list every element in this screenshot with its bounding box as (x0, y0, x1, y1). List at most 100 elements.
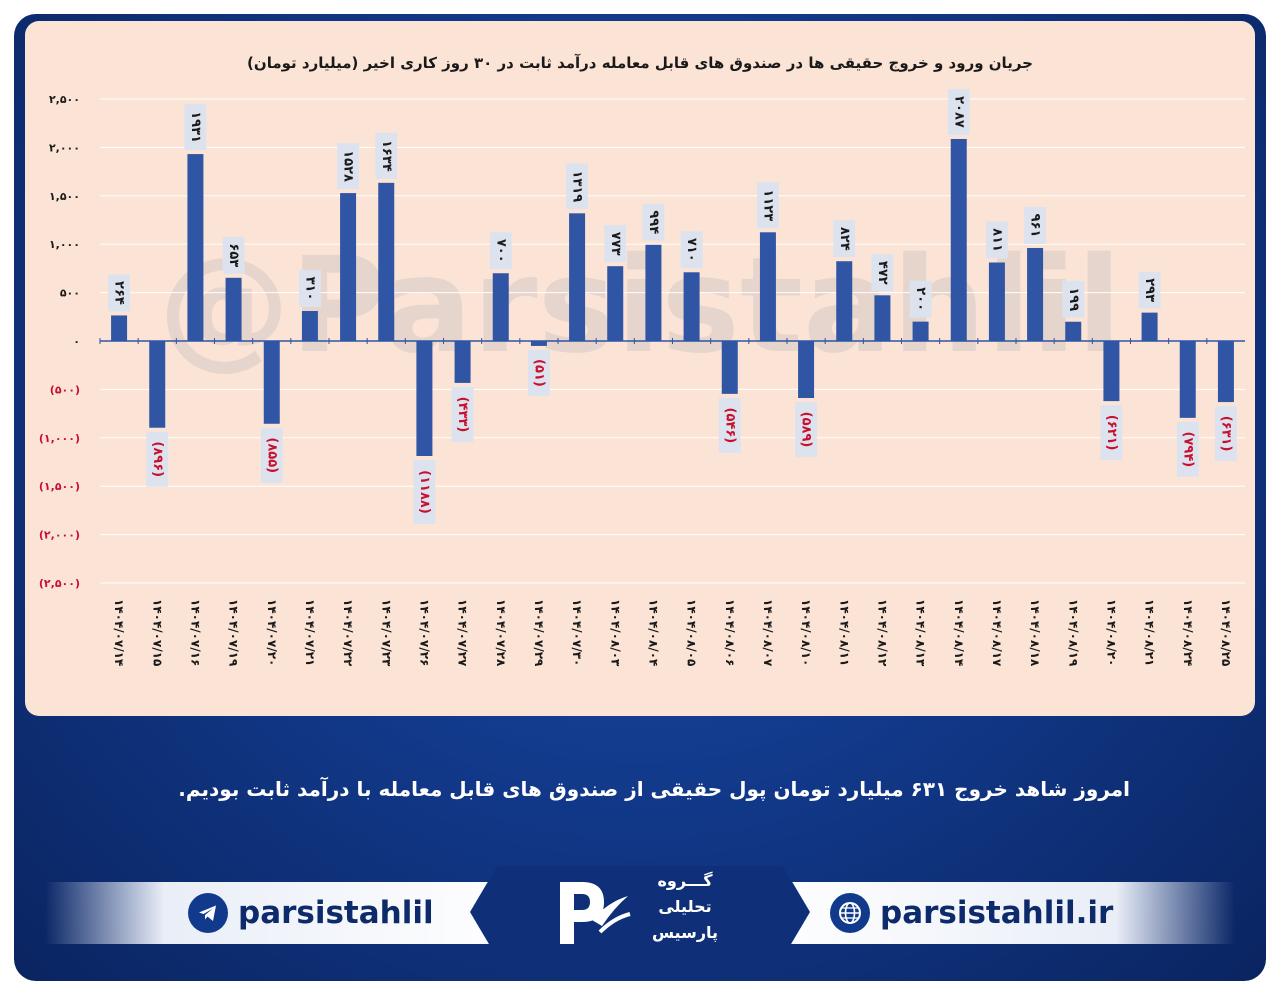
bar (530, 341, 547, 346)
x-tick-label: ۱۴۰۴/۰۸/۱۳ (914, 599, 928, 667)
x-tick-label: ۱۴۰۴/۰۷/۲۰ (265, 599, 279, 666)
x-tick-label: ۱۴۰۴/۰۷/۲۹ (532, 599, 546, 667)
bar (1217, 341, 1234, 403)
x-tick-label: ۱۴۰۴/۰۷/۲۳ (379, 599, 393, 667)
chart-panel: @Parsistahlil جریان ورود و خروج حقیقی ها… (25, 21, 1255, 716)
x-tick-label: ۱۴۰۴/۰۷/۲۸ (494, 599, 508, 667)
x-tick-label: ۱۴۰۴/۰۷/۲۶ (417, 599, 431, 666)
data-label: ۹۹۴ (646, 210, 661, 234)
bar (149, 341, 166, 428)
data-label: ۱۹۳۱ (188, 111, 203, 143)
website-link[interactable]: parsistahlil.ir (830, 893, 1113, 933)
data-label: ۱۳۱۹ (570, 170, 585, 202)
data-label: (۵۴۶) (722, 408, 737, 444)
bar (1103, 341, 1120, 402)
logo-text: گـــروه تحلیلی پارسیس (640, 868, 730, 946)
x-tick-label: ۱۴۰۴/۰۸/۲۱ (1143, 599, 1157, 666)
x-tick-label: ۱۴۰۴/۰۷/۱۴ (112, 599, 126, 666)
data-label-box (1024, 206, 1047, 244)
data-label: ۱۱۲۳ (760, 189, 775, 221)
bar (378, 182, 395, 341)
x-tick-label: ۱۴۰۴/۰۸/۲۵ (1219, 599, 1233, 666)
bar (1179, 341, 1196, 418)
data-label-box (1138, 271, 1161, 309)
bar (1141, 312, 1158, 341)
data-label-box (413, 459, 436, 524)
bar (454, 341, 471, 383)
data-label-box (451, 386, 474, 442)
bar (416, 341, 433, 456)
bar (111, 315, 128, 341)
bar (340, 193, 357, 341)
bar (988, 262, 1005, 341)
x-tick-label: ۱۴۰۴/۰۷/۱۹ (227, 599, 241, 667)
data-label-box (947, 88, 970, 135)
data-label-box (756, 182, 779, 229)
x-tick-label: ۱۴۰۴/۰۸/۱۱ (837, 599, 851, 666)
bar (798, 341, 815, 399)
x-tick-label: ۱۴۰۴/۰۷/۱۶ (188, 599, 202, 666)
data-label-box (489, 232, 512, 270)
y-tick-label: ۲,۵۰۰ (49, 93, 80, 106)
x-tick-label: ۱۴۰۴/۰۷/۳۰ (570, 599, 584, 666)
x-tick-label: ۱۴۰۴/۰۸/۱۹ (1066, 599, 1080, 667)
data-label: ۱۶۳۴ (379, 140, 394, 172)
data-label: (۶۳۱) (1218, 416, 1233, 452)
x-tick-label: ۱۴۰۴/۰۸/۱۴ (952, 599, 966, 666)
data-label: (۶۲۱) (1104, 415, 1119, 451)
data-label: (۵۱) (531, 359, 546, 387)
x-tick-label: ۱۴۰۴/۰۸/۰۷ (761, 599, 775, 667)
bar (874, 295, 891, 341)
chart-title: جریان ورود و خروج حقیقی ها در صندوق های … (247, 54, 1033, 72)
data-label: ۷۰۰ (493, 239, 508, 263)
bar (607, 266, 624, 341)
bar (645, 244, 662, 341)
logo-text-line3: پارسیس (651, 923, 719, 942)
data-label: ۱۹۹ (1066, 287, 1081, 311)
y-tick-label: (۱,۵۰۰) (39, 480, 80, 493)
x-tick-label: ۱۴۰۴/۰۸/۲۴ (1181, 599, 1195, 666)
x-tick-label: ۱۴۰۴/۰۸/۰۳ (608, 599, 622, 667)
data-label-box (108, 274, 131, 312)
telegram-link[interactable]: parsistahlil (188, 893, 434, 933)
logo-badge (470, 866, 810, 958)
data-label-box (184, 104, 207, 151)
data-label: ۷۷۳ (608, 232, 623, 256)
data-label: ۱۵۲۸ (341, 150, 356, 182)
telegram-icon (188, 893, 228, 933)
data-label: (۴۳۳) (455, 397, 470, 433)
data-label: ۸۱۱ (989, 228, 1004, 252)
y-tick-label: (۱,۰۰۰) (39, 432, 80, 445)
data-label-box (1176, 421, 1199, 477)
data-label-box (146, 431, 169, 487)
data-label-box (680, 231, 703, 269)
data-label: ۲۶۴ (112, 281, 127, 305)
bar (569, 213, 586, 341)
y-tick-label: ۲,۰۰۰ (49, 141, 80, 154)
data-label-box (1214, 406, 1237, 462)
x-tick-label: ۱۴۰۴/۰۸/۱۸ (1028, 599, 1042, 667)
x-tick-label: ۱۴۰۴/۰۸/۱۰ (799, 599, 813, 666)
bar (301, 310, 318, 341)
data-label: (۷۹۴) (1180, 432, 1195, 468)
data-label-box (1100, 405, 1123, 461)
y-tick-label: (۲,۵۰۰) (39, 577, 80, 590)
logo-text-line1: گـــروه (657, 871, 713, 890)
bar (225, 277, 242, 341)
data-label: ۸۲۴ (837, 227, 852, 251)
globe-icon (830, 893, 870, 933)
data-label-box (375, 132, 398, 179)
bar (492, 273, 509, 341)
data-label: ۶۵۳ (226, 243, 241, 267)
x-tick-label: ۱۴۰۴/۰۷/۲۲ (341, 599, 355, 667)
y-tick-label: (۲,۰۰۰) (39, 529, 80, 542)
data-label: (۸۹۶) (150, 441, 165, 477)
data-label: ۲۹۳ (1142, 278, 1157, 302)
parsis-logo-icon (560, 882, 631, 944)
data-label-box (1062, 280, 1085, 318)
y-tick-label: ۵۰۰ (60, 287, 80, 300)
bar (721, 341, 738, 394)
telegram-handle: parsistahlil (238, 895, 434, 931)
bar (759, 232, 776, 341)
x-tick-label: ۱۴۰۴/۰۷/۲۷ (456, 599, 470, 667)
